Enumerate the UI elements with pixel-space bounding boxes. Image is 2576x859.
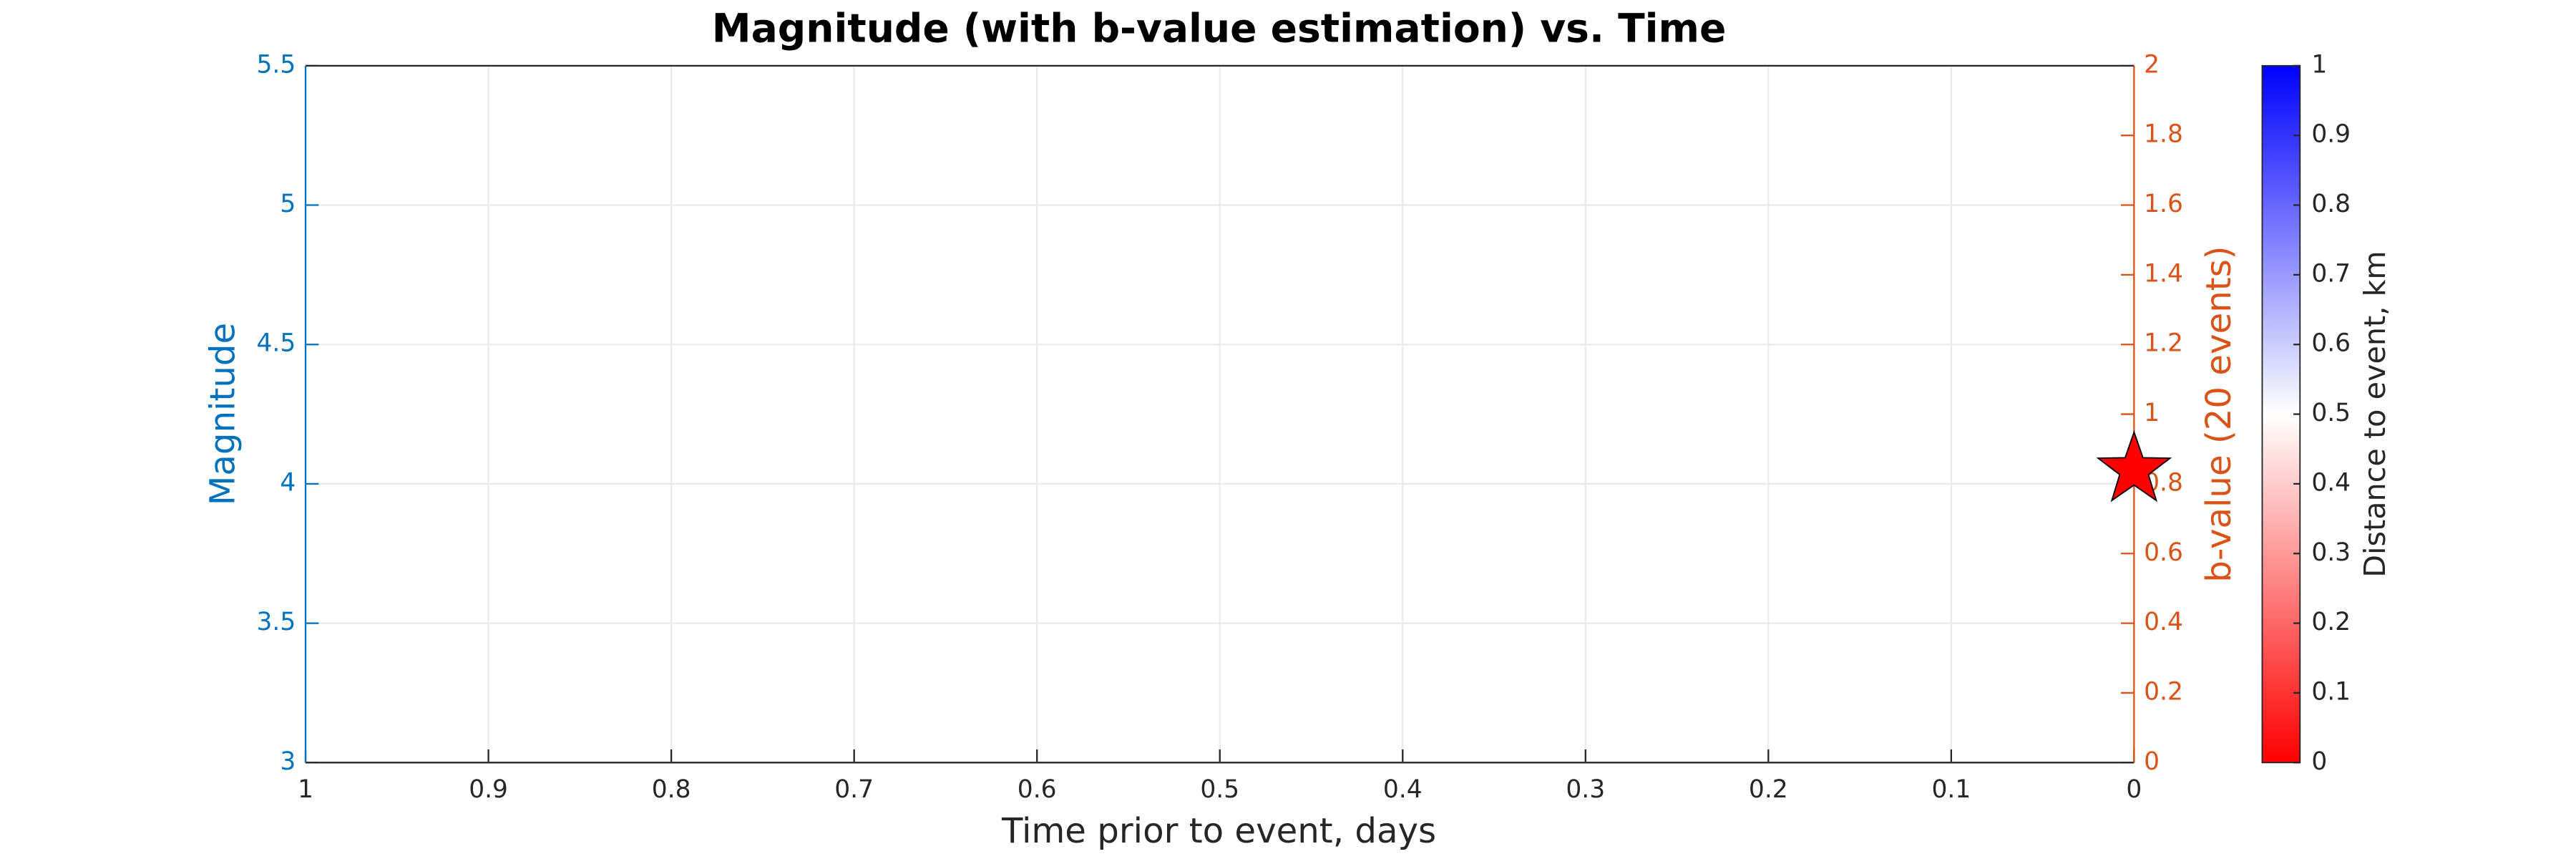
y2-tick-label: 1.8 bbox=[2144, 120, 2183, 149]
colorbar-tick-label: 0.9 bbox=[2311, 120, 2351, 149]
star-marker bbox=[2096, 430, 2172, 503]
colorbar-tick-label: 0.8 bbox=[2311, 190, 2351, 218]
y2-tick-label: 0.4 bbox=[2144, 608, 2183, 636]
x-tick-label: 0.8 bbox=[652, 775, 691, 804]
y2-axis-label: b-value (20 events) bbox=[2199, 246, 2239, 582]
x-tick-label: 0.6 bbox=[1018, 775, 1057, 804]
y-tick-label: 5.5 bbox=[257, 50, 296, 79]
x-tick-label: 0.9 bbox=[469, 775, 508, 804]
colorbar-label: Distance to event, km bbox=[2358, 251, 2392, 577]
x-tick-label: 0.3 bbox=[1566, 775, 1605, 804]
x-tick-label: 0.5 bbox=[1200, 775, 1239, 804]
y2-tick-label: 0.6 bbox=[2144, 538, 2183, 567]
y2-tick-label: 1.4 bbox=[2144, 259, 2183, 288]
colorbar-tick-label: 0.1 bbox=[2311, 677, 2351, 706]
colorbar-tick-label: 0.5 bbox=[2311, 399, 2351, 427]
colorbar-tick-label: 0.2 bbox=[2311, 608, 2351, 636]
x-tick-label: 0.2 bbox=[1749, 775, 1788, 804]
y2-tick-label: 0 bbox=[2144, 747, 2160, 776]
y-tick-label: 3.5 bbox=[257, 608, 296, 636]
y-tick-label: 4.5 bbox=[257, 329, 296, 358]
y2-tick-label: 2 bbox=[2144, 50, 2160, 79]
x-tick-label: 0 bbox=[2126, 775, 2142, 804]
colorbar-tick-label: 0.7 bbox=[2311, 259, 2351, 288]
y-tick-label: 5 bbox=[280, 190, 296, 218]
y2-tick-label: 1 bbox=[2144, 399, 2160, 427]
chart-title: Magnitude (with b-value estimation) vs. … bbox=[712, 6, 1727, 52]
x-tick-label: 1 bbox=[298, 775, 313, 804]
colorbar-tick-label: 1 bbox=[2311, 50, 2327, 79]
y-tick-label: 3 bbox=[280, 747, 296, 776]
y-tick-label: 4 bbox=[280, 468, 296, 497]
x-tick-label: 0.7 bbox=[834, 775, 874, 804]
colorbar-tick-label: 0.3 bbox=[2311, 538, 2351, 567]
x-tick-label: 0.4 bbox=[1383, 775, 1423, 804]
colorbar-tick-label: 0 bbox=[2311, 747, 2327, 776]
x-tick-label: 0.1 bbox=[1931, 775, 1971, 804]
y-axis-label: Magnitude bbox=[203, 323, 243, 505]
colorbar-tick-label: 0.6 bbox=[2311, 329, 2351, 358]
y2-tick-label: 1.6 bbox=[2144, 190, 2183, 218]
x-axis-label: Time prior to event, days bbox=[1001, 811, 1436, 851]
colorbar-tick-label: 0.4 bbox=[2311, 468, 2351, 497]
y2-tick-label: 1.2 bbox=[2144, 329, 2183, 358]
y2-tick-label: 0.2 bbox=[2144, 677, 2183, 706]
